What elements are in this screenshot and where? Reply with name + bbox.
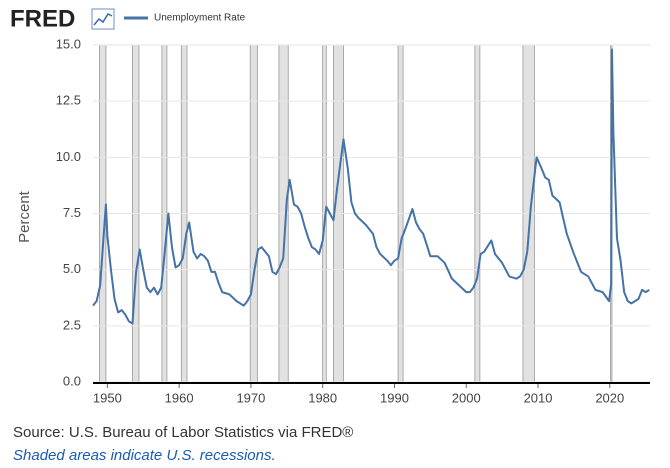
x-tick-label: 2000 — [452, 390, 481, 405]
x-tick-label: 2010 — [524, 390, 553, 405]
x-tick-label: 1960 — [165, 390, 194, 405]
y-tick-label: 0.0 — [63, 373, 81, 388]
y-tick-label: 12.5 — [56, 93, 81, 108]
note: Shaded areas indicate U.S. recessions. — [13, 447, 276, 464]
x-tick-label: 1970 — [236, 390, 265, 405]
x-tick-label: 2020 — [595, 390, 624, 405]
y-tick-label: 5.0 — [63, 261, 81, 276]
y-tick-label: 7.5 — [63, 205, 81, 220]
logo-icon — [91, 8, 115, 30]
x-tick-label: 1990 — [380, 390, 409, 405]
logo: FRED — [10, 5, 75, 32]
y-tick-label: 2.5 — [63, 317, 81, 332]
series-line — [92, 48, 650, 325]
legend-label: Unemployment Rate — [154, 13, 246, 24]
x-tick-label: 1980 — [308, 390, 337, 405]
y-axis-label: Percent — [16, 190, 33, 243]
logo-icon-line — [93, 13, 113, 26]
source: Source: U.S. Bureau of Labor Statistics … — [13, 424, 354, 441]
x-tick-label: 1950 — [93, 390, 122, 405]
chart: FRED Unemployment Rate Percent 0.0 2.5 5.0… — [10, 5, 650, 405]
y-tick-label: 15.0 — [56, 36, 81, 51]
y-tick-label: 10.0 — [56, 149, 81, 164]
